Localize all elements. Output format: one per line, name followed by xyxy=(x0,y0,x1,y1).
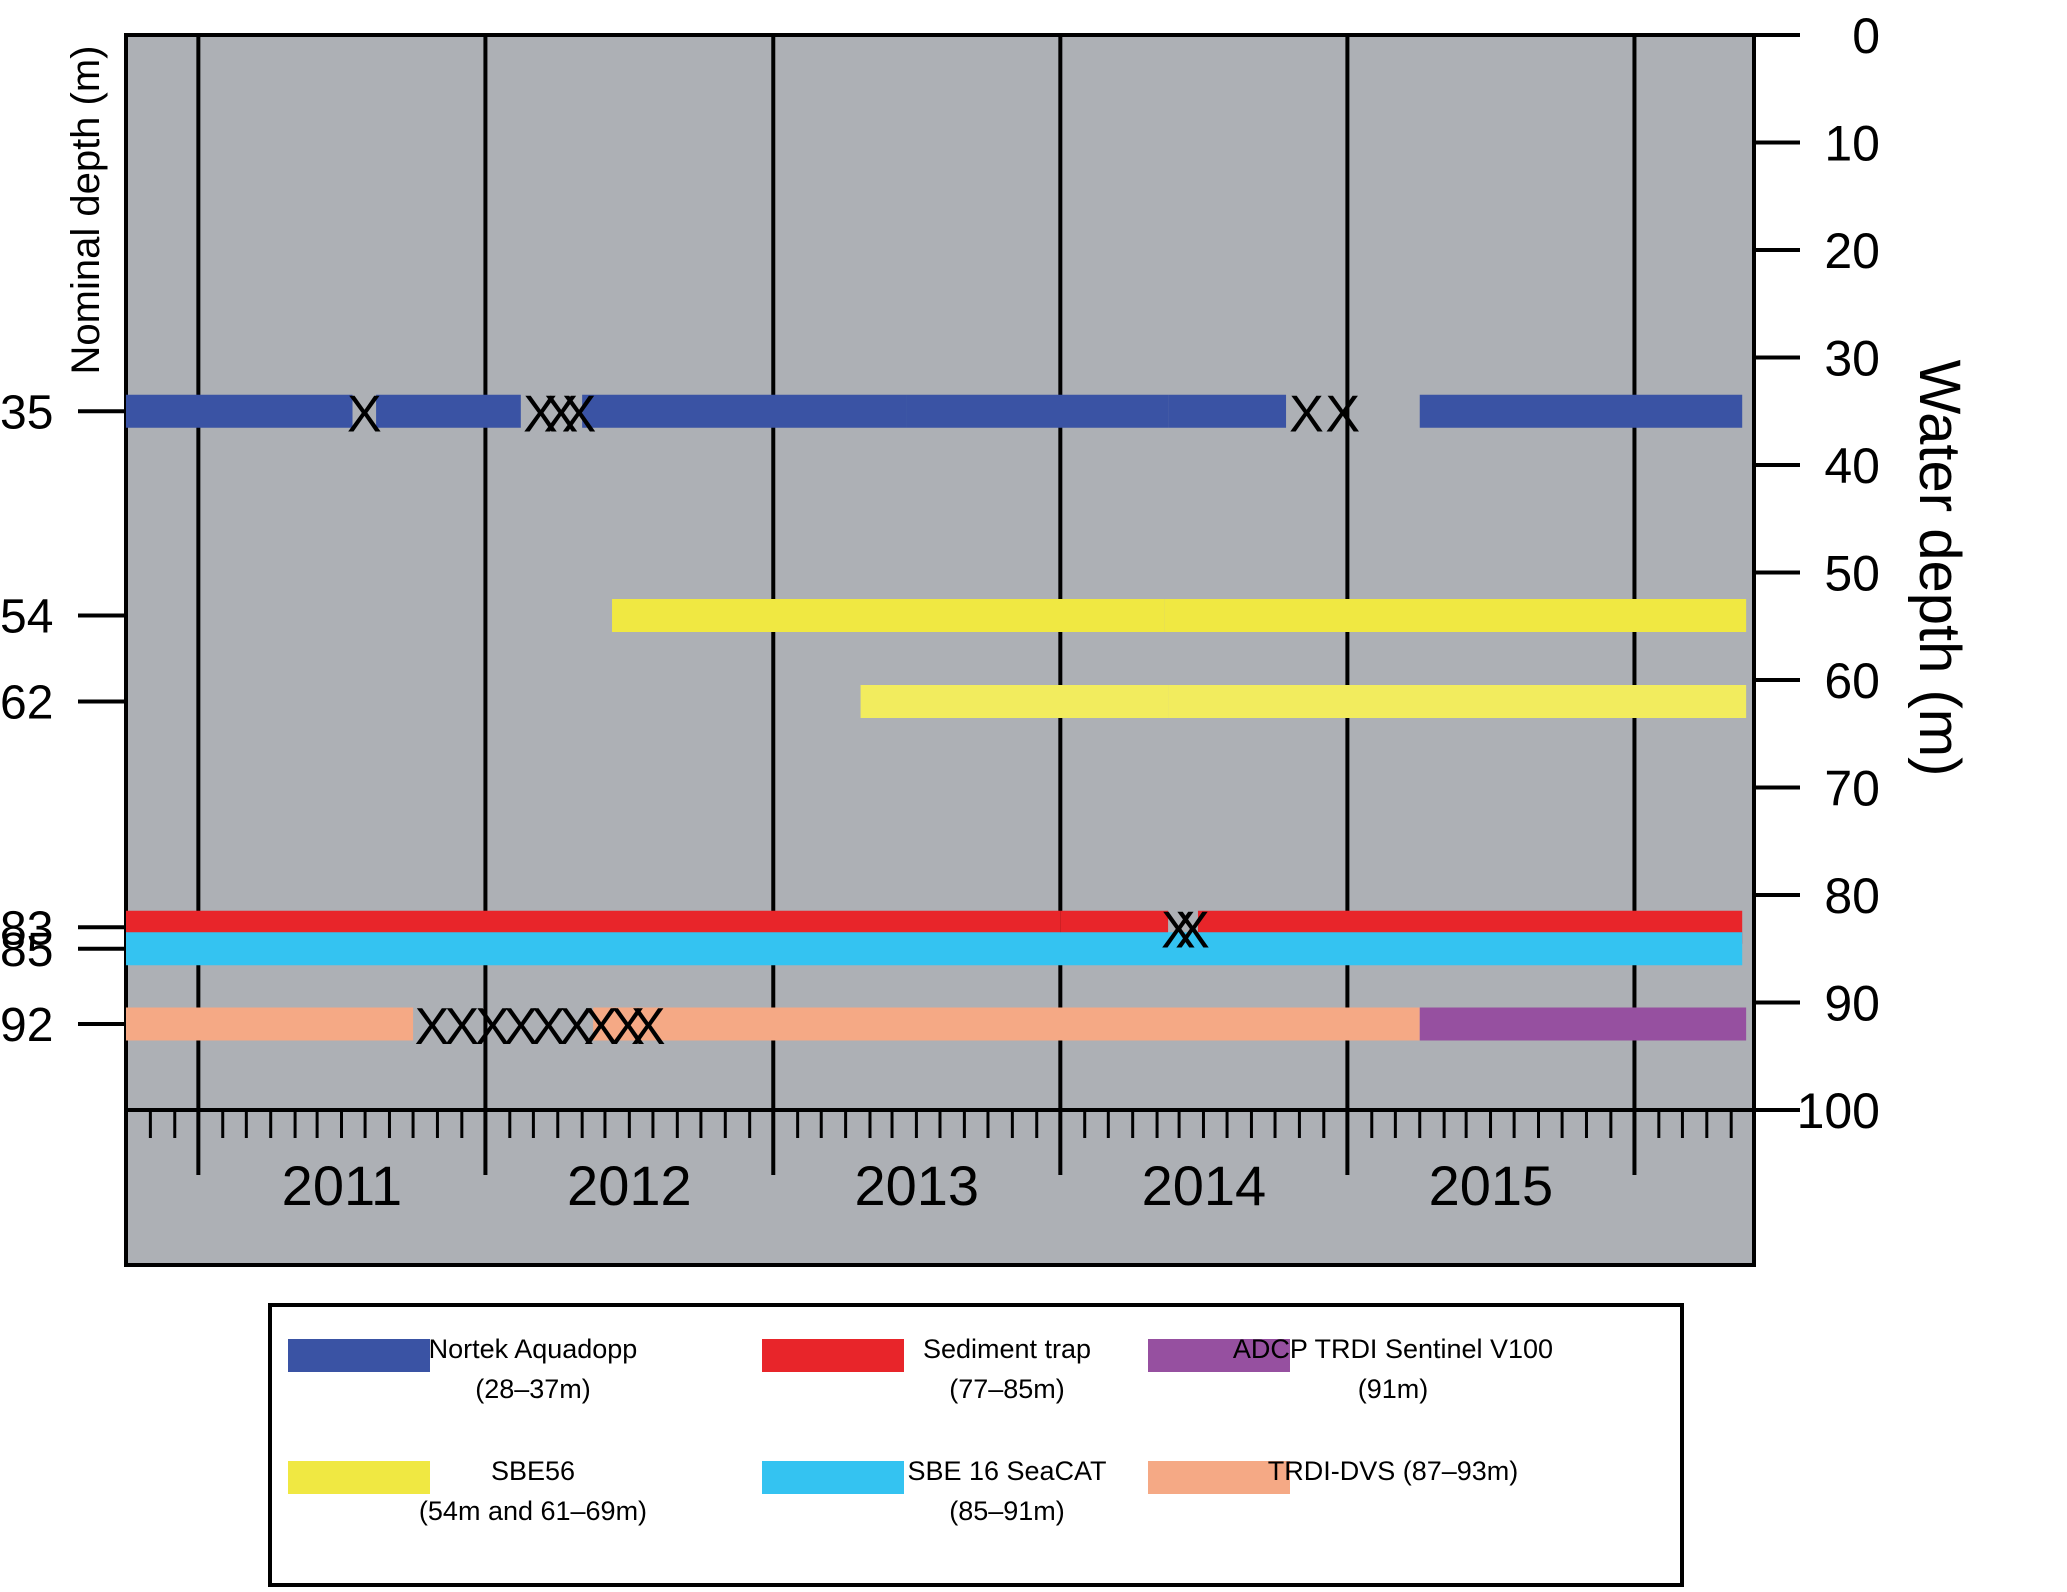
left-tick-label: 83 xyxy=(0,902,53,955)
instrument-bar xyxy=(126,932,1743,966)
legend-label: Nortek Aquadopp xyxy=(429,1334,638,1364)
right-tick-label: 70 xyxy=(1824,761,1880,817)
x-tick-label: 2011 xyxy=(282,1154,402,1217)
instrument-bar xyxy=(1168,394,1287,428)
left-axis-label: Nominal depth (m) xyxy=(64,45,108,374)
gap-marker: X xyxy=(1289,385,1324,443)
right-tick-label: 20 xyxy=(1824,223,1880,279)
instrument-bar xyxy=(1168,685,1747,718)
gap-marker: X xyxy=(584,998,619,1056)
x-tick-label: 2014 xyxy=(1142,1154,1267,1217)
right-axis-label: Water depth (m) xyxy=(1907,360,1972,777)
x-tick-label: 2015 xyxy=(1429,1154,1554,1217)
left-tick-label: 92 xyxy=(0,999,53,1052)
legend-swatch xyxy=(1148,1461,1290,1494)
instrument-bar xyxy=(593,1007,1420,1041)
gap-marker: X xyxy=(559,998,594,1056)
legend-swatch xyxy=(288,1339,430,1372)
right-tick-label: 30 xyxy=(1824,331,1880,387)
right-tick-label: 90 xyxy=(1824,976,1880,1032)
left-tick-label: 62 xyxy=(0,677,53,730)
x-tick-labels: 2011 2012 2013 2014 2015 xyxy=(282,1154,1554,1217)
instrument-bar xyxy=(126,1007,414,1041)
legend-sublabel: (28–37m) xyxy=(475,1374,591,1404)
right-tick-label: 10 xyxy=(1824,116,1880,172)
right-tick-label: 50 xyxy=(1824,546,1880,602)
legend-swatch xyxy=(1148,1339,1290,1372)
legend-sublabel: (85–91m) xyxy=(949,1496,1065,1526)
legend-box xyxy=(268,1303,1684,1587)
legend-swatch xyxy=(288,1461,430,1494)
right-tick-label: 100 xyxy=(1797,1083,1880,1139)
instrument-bar xyxy=(376,394,521,428)
gap-marker: X xyxy=(444,998,479,1056)
x-tick-label: 2013 xyxy=(855,1154,980,1217)
instrument-bar xyxy=(1164,599,1747,632)
gap-marker: X xyxy=(531,998,566,1056)
x-tick-label: 2012 xyxy=(567,1154,692,1217)
legend-sublabel: (91m) xyxy=(1358,1374,1429,1404)
instrument-bar xyxy=(1419,394,1743,428)
gap-marker: X xyxy=(1161,901,1196,959)
instrument-bars xyxy=(126,394,1747,1041)
legend-label: ADCP TRDI Sentinel V100 xyxy=(1233,1334,1553,1364)
month-ticks xyxy=(148,1110,1733,1138)
legend: Nortek Aquadopp (28–37m) Sediment trap (77–… xyxy=(288,1334,1553,1526)
right-tick-label: 60 xyxy=(1824,653,1880,709)
instrument-bar xyxy=(906,394,1169,428)
instrument-bar xyxy=(612,599,871,632)
right-tick-label: 80 xyxy=(1824,868,1880,924)
instrument-bar xyxy=(870,599,1165,632)
gap-marker: X xyxy=(523,385,558,443)
plot-background xyxy=(124,33,1756,1267)
gap-marker: X xyxy=(544,385,579,443)
gap-marker: X xyxy=(562,385,597,443)
legend-label: SBE 16 SeaCAT xyxy=(907,1456,1106,1486)
legend-sublabel: (54m and 61–69m) xyxy=(419,1496,647,1526)
legend-label: Sediment trap xyxy=(923,1334,1091,1364)
legend-sublabel: (77–85m) xyxy=(949,1374,1065,1404)
gap-marker: X xyxy=(415,998,450,1056)
gap-marker: X xyxy=(610,998,645,1056)
right-tick-label: 40 xyxy=(1824,438,1880,494)
legend-label: SBE56 xyxy=(491,1456,575,1486)
gap-marker: X xyxy=(1325,385,1360,443)
instrument-bar xyxy=(582,394,907,428)
gap-marker: X xyxy=(475,998,510,1056)
instrument-bar xyxy=(860,685,1169,718)
left-tick-label: 54 xyxy=(0,591,53,644)
legend-swatch xyxy=(762,1461,904,1494)
right-axis-ticks: 0 10 20 30 40 50 60 70 80 90 100 xyxy=(1754,8,1880,1139)
gap-marker: X xyxy=(1175,901,1210,959)
legend-swatch xyxy=(762,1339,904,1372)
left-tick-label: 35 xyxy=(0,386,53,439)
instrument-bar xyxy=(1419,1007,1747,1041)
left-tick-label: 85 xyxy=(0,924,53,977)
gap-marker: X xyxy=(503,998,538,1056)
instrument-bar xyxy=(126,394,353,428)
gap-marker: X xyxy=(631,998,666,1056)
legend-label: TRDI-DVS (87–93m) xyxy=(1268,1456,1519,1486)
gap-marker: X xyxy=(347,385,382,443)
right-tick-label: 0 xyxy=(1852,8,1880,64)
